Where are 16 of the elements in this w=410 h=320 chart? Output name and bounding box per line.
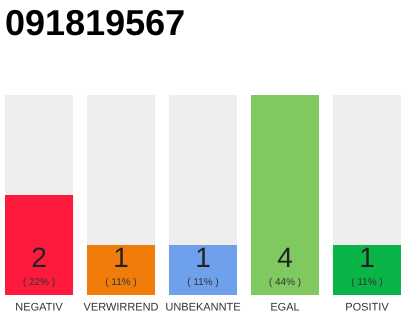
data-label: 4 — [277, 242, 293, 273]
data-label: 1 — [359, 242, 375, 273]
data-label: 1 — [113, 242, 129, 273]
annotation: ( 22% ) — [22, 277, 56, 288]
annotation: ( 44% ) — [268, 277, 302, 288]
annotation: ( 11% ) — [351, 277, 383, 288]
annotation: ( 11% ) — [105, 277, 137, 288]
data-label: 2 — [31, 242, 47, 273]
x-tick-label: VERWIRREND — [84, 302, 159, 314]
x-tick-label: NEGATIV — [15, 302, 64, 314]
chart-title: 091819567 — [5, 2, 186, 43]
annotation: ( 11% ) — [187, 277, 219, 288]
x-tick-label: EGAL — [270, 302, 300, 314]
x-tick-label: POSITIV — [345, 302, 390, 314]
data-label: 1 — [195, 242, 211, 273]
x-tick-label: UNBEKANNTE — [165, 302, 241, 314]
